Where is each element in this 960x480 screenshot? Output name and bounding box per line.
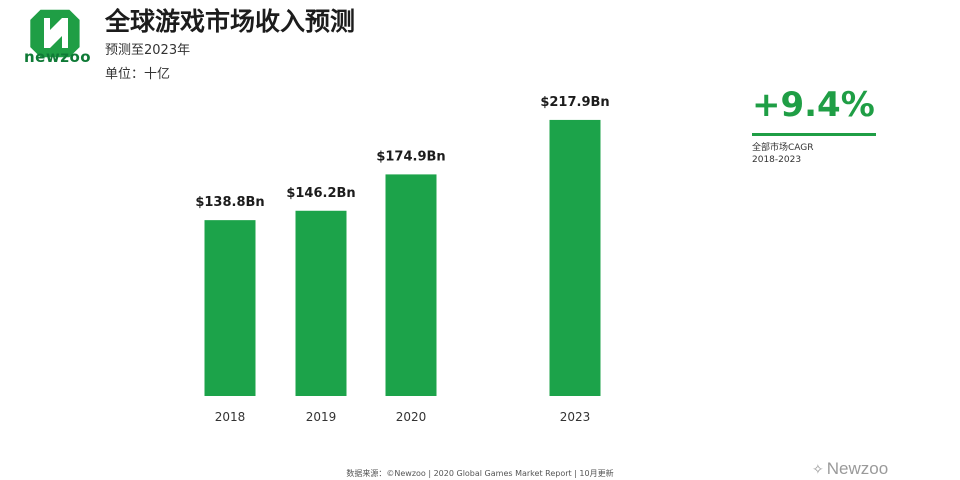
data-label-2019: $146.2Bn	[286, 186, 355, 201]
cagr-label-line2: 2018-2023	[752, 154, 802, 165]
bar-2020	[385, 174, 437, 396]
data-label-2020: $174.9Bn	[376, 149, 445, 164]
unit-label: 单位：十亿	[105, 67, 171, 82]
bar-2019	[295, 210, 347, 396]
page-title: 全球游戏市场收入预测	[105, 7, 356, 36]
x-tick-2018: 2018	[215, 410, 246, 424]
brand-name: newzoo	[24, 48, 92, 66]
cagr-label-line1: 全部市场CAGR	[752, 143, 814, 153]
page-subtitle: 预测至2023年	[105, 43, 191, 58]
source-note: 数据来源：©Newzoo | 2020 Global Games Market …	[346, 469, 614, 478]
wechat-icon: ✧	[812, 461, 824, 477]
watermark: ✧ Newzoo	[812, 459, 888, 479]
data-label-2018: $138.8Bn	[195, 195, 264, 210]
x-tick-2020: 2020	[396, 410, 427, 424]
x-tick-2019: 2019	[306, 410, 337, 424]
bar-2018	[204, 220, 256, 396]
cagr-underline	[752, 133, 876, 136]
x-tick-2023: 2023	[560, 410, 591, 424]
watermark-text: Newzoo	[826, 459, 889, 478]
cagr-label: 全部市场CAGR 2018-2023	[752, 143, 814, 166]
data-label-2023: $217.9Bn	[540, 95, 609, 110]
newzoo-logo-icon	[30, 9, 80, 58]
cagr-value: +9.4%	[752, 85, 875, 125]
bar-2023	[549, 119, 601, 396]
